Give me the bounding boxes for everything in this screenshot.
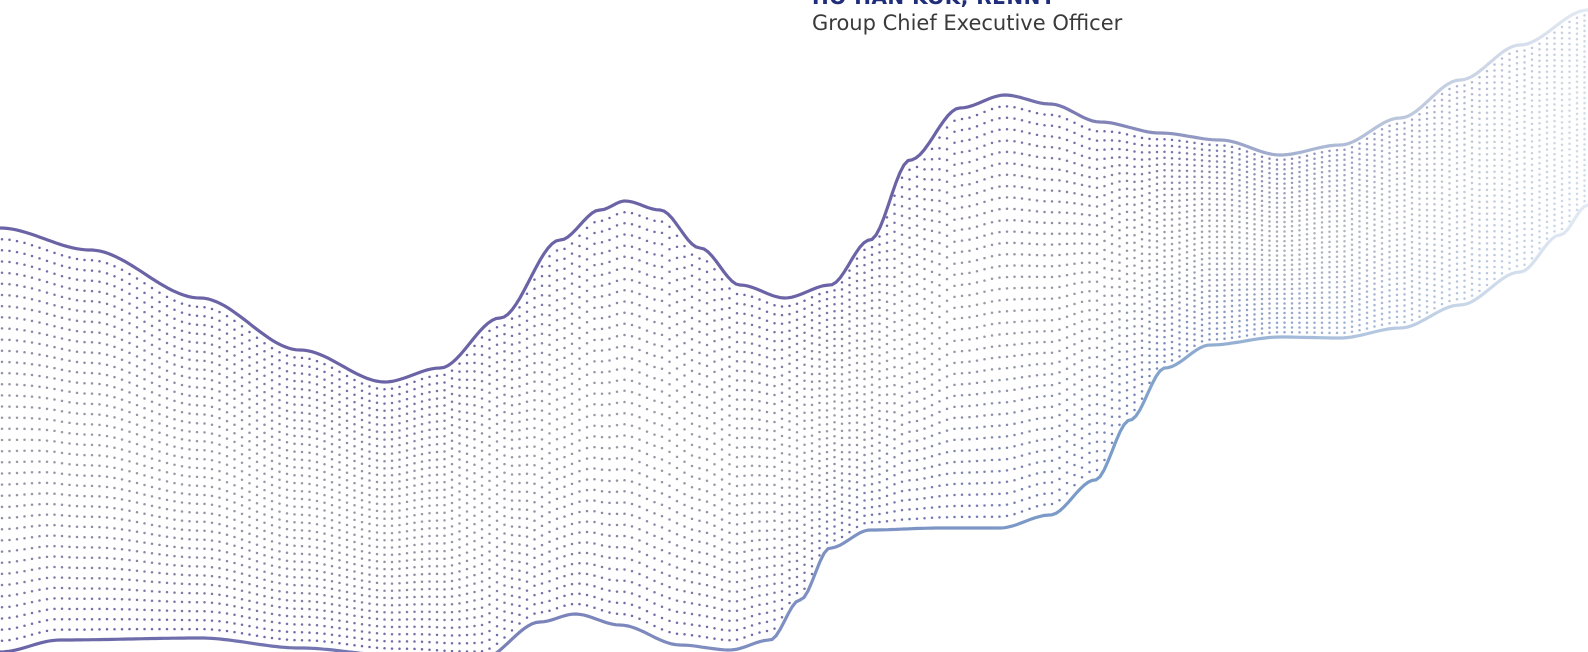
signatory-name: HO HAN KOK, RENNY bbox=[812, 0, 1056, 8]
signatory-block: HO HAN KOK, RENNY Group Chief Executive … bbox=[812, 0, 1332, 44]
wave-bottom-edge bbox=[0, 203, 1588, 652]
wave-dots bbox=[0, 14, 1586, 652]
signatory-title: Group Chief Executive Officer bbox=[812, 11, 1123, 35]
wave-top-edge bbox=[0, 8, 1588, 384]
